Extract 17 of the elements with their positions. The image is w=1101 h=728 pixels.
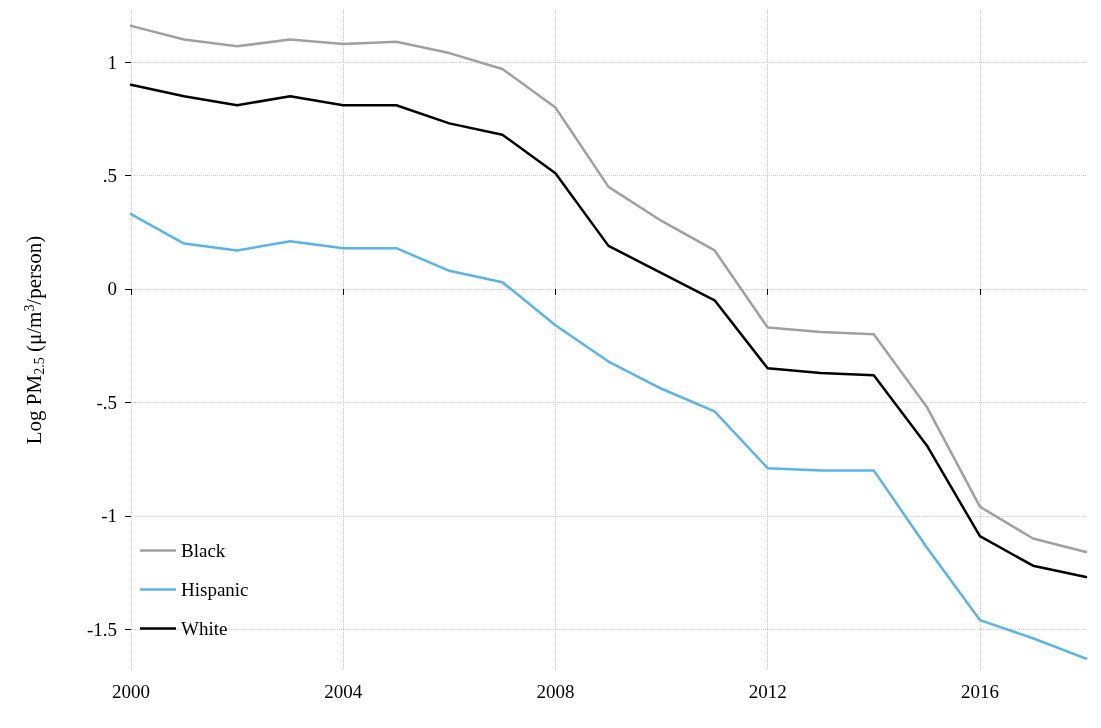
x-tick-label: 2000 [112,681,150,702]
y-tick-label: -1.5 [86,618,117,640]
legend-label: White [181,618,228,639]
y-tick-label: 1 [107,51,117,73]
legend-label: Black [181,540,226,561]
y-axis-title: Log PM2.5 (μ/m3/person) [21,235,47,445]
x-tick-label: 2016 [960,681,999,702]
x-tick-label: 2004 [324,681,363,702]
line-series [129,212,1088,660]
legend-label: Hispanic [181,579,249,600]
x-tick-label: 2008 [536,681,575,702]
x-tick-label: 2012 [748,681,787,702]
y-tick-label: -.5 [96,391,117,413]
y-tick-label: -1 [101,505,117,527]
y-tick-label: 0 [107,278,117,300]
line-series [129,83,1088,579]
y-tick-label: .5 [102,165,117,187]
